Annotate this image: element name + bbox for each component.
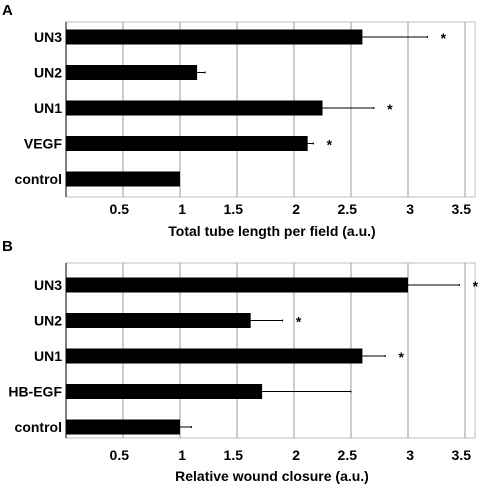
significance-marker: * [296,314,302,330]
x-tick-label: 1.5 [224,447,244,463]
category-label: UN1 [34,348,62,364]
category-label: HB-EGF [8,384,62,400]
category-label: UN1 [34,100,62,116]
x-tick-label: 1 [178,447,186,463]
bar [66,65,198,80]
bar [66,384,263,399]
x-tick-label: 3 [406,201,414,217]
significance-marker: * [398,349,404,365]
bar [66,100,323,116]
bar [66,419,180,435]
x-tick-label: 3 [406,447,414,463]
significance-marker: * [441,30,447,46]
bar [66,277,408,293]
x-axis-label: Total tube length per field (a.u.) [168,223,375,239]
category-label: control [15,419,62,435]
category-label: VEGF [24,136,63,152]
significance-marker: * [473,278,479,294]
bar [66,29,363,45]
panel-letter: B [2,238,13,255]
category-label: UN2 [34,65,62,81]
x-tick-label: 2 [292,201,300,217]
category-label: UN3 [34,29,62,45]
x-tick-label: 1 [178,201,186,217]
x-tick-label: 2.5 [338,201,358,217]
x-tick-label: 0.5 [110,201,130,217]
bar [66,313,251,328]
x-tick-label: 3.5 [452,201,472,217]
category-label: UN2 [34,313,62,329]
x-tick-label: 2.5 [338,447,358,463]
bar [66,171,180,187]
category-label: control [15,171,62,187]
significance-marker: * [387,101,393,117]
panel-b: B 0.5 1 1.5 2 2.5 3 3.5 UN3 * UN2 * UN1 * HB-EGF contro… [2,238,479,484]
panel-a: A 0.5 1 1.5 2 2.5 3 3.5 UN3 * UN2 UN1 * VEGF * control T… [2,2,476,239]
x-tick-label: 1.5 [224,201,244,217]
significance-marker: * [327,137,333,153]
x-axis-label: Relative wound closure (a.u.) [175,468,369,484]
x-tick-label: 2 [292,447,300,463]
x-tick-label: 0.5 [110,447,130,463]
panel-letter: A [2,2,13,19]
x-tick-label: 3.5 [452,447,472,463]
bar [66,136,308,151]
bar [66,348,363,364]
category-label: UN3 [34,277,62,293]
